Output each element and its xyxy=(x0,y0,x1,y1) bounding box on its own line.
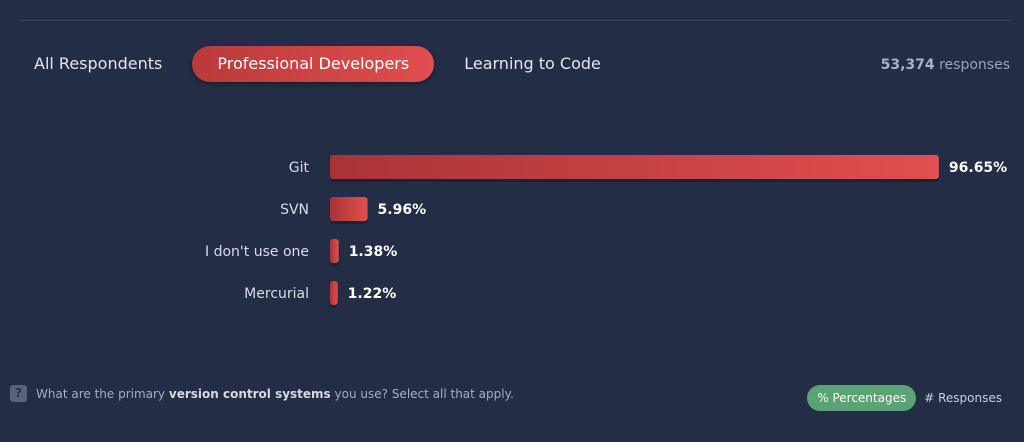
response-count-number: 53,374 xyxy=(880,57,935,73)
bar-chart: Git 96.65% SVN 5.96% I don't use one 1.38% Mer… xyxy=(205,155,1007,308)
question-icon: ? xyxy=(10,385,27,402)
bar xyxy=(330,197,368,221)
question-suffix: you use? Select all that apply. xyxy=(334,386,514,401)
responses-toggle[interactable]: # Responses xyxy=(924,391,1002,405)
bar-value-label: 5.96% xyxy=(378,202,427,218)
bar xyxy=(330,239,339,263)
percentages-toggle[interactable]: % Percentages xyxy=(807,385,917,411)
display-toggle: % Percentages # Responses xyxy=(807,385,1010,411)
category-label: SVN xyxy=(280,202,309,218)
question-prefix: What are the primary xyxy=(36,386,166,401)
tab-learning-to-code[interactable]: Learning to Code xyxy=(464,54,601,73)
question-keyword: version control systems xyxy=(168,386,331,401)
bar xyxy=(330,281,338,305)
bar-value-label: 1.22% xyxy=(348,286,397,302)
top-divider xyxy=(20,20,1010,21)
category-label: Git xyxy=(289,160,310,176)
survey-question: ? What are the primary version control s… xyxy=(10,385,514,402)
category-label: Mercurial xyxy=(244,286,309,302)
bar-value-label: 1.38% xyxy=(349,244,398,260)
tab-professional-developers[interactable]: Professional Developers xyxy=(192,46,435,82)
bar xyxy=(330,155,939,179)
category-label: I don't use one xyxy=(205,244,309,260)
response-count-label: responses xyxy=(939,57,1010,73)
audience-tabs: All Respondents Professional Developers … xyxy=(14,46,621,82)
tab-all-respondents[interactable]: All Respondents xyxy=(34,54,163,73)
response-count: 53,374 responses xyxy=(881,57,1010,73)
bar-value-label: 96.65% xyxy=(949,160,1007,176)
